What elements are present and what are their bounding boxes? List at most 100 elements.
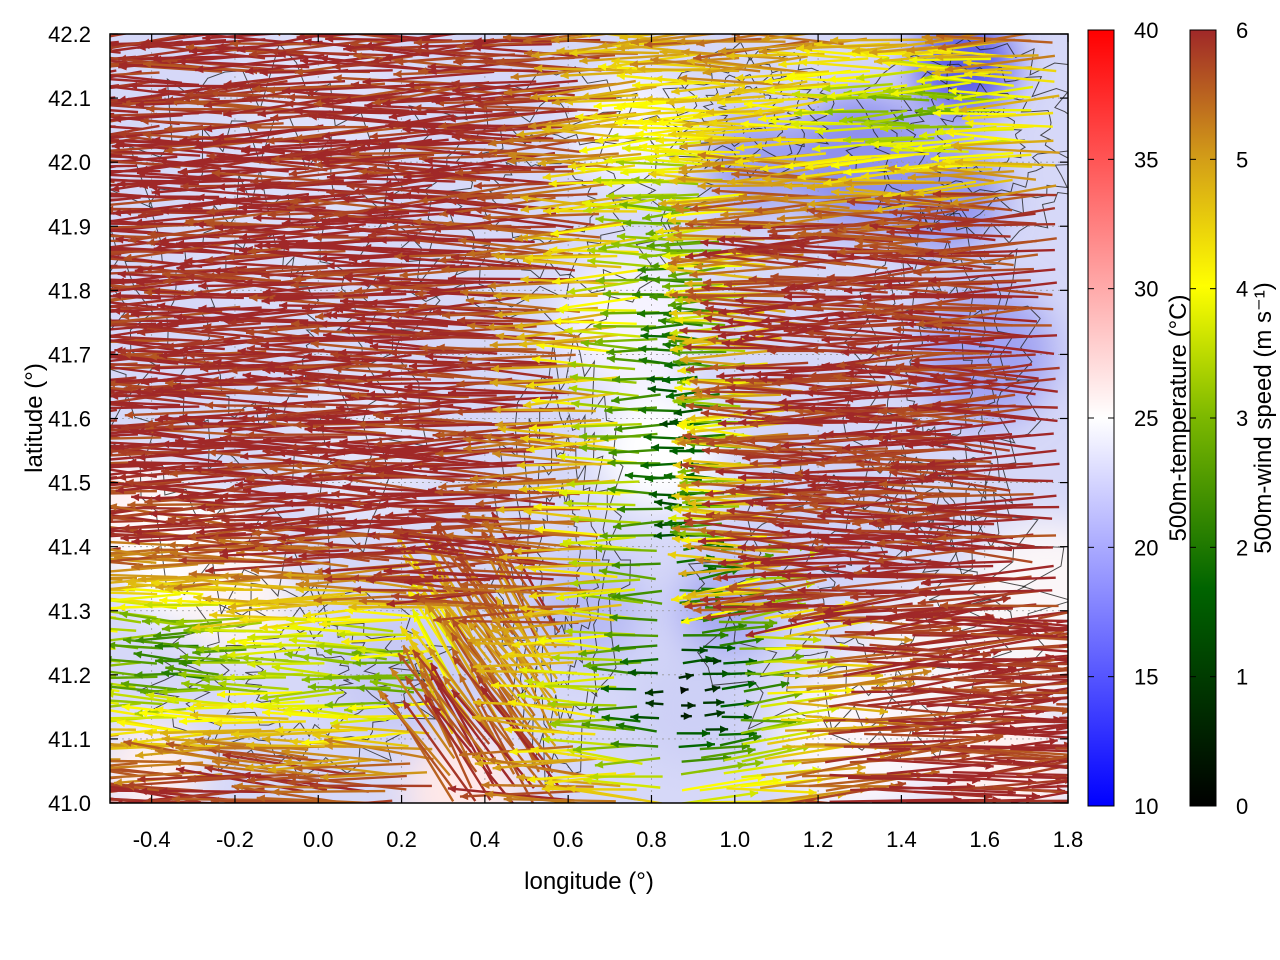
colorbar-tick-label: 20 <box>1134 535 1158 560</box>
wind-vector <box>247 633 324 641</box>
colorbar-tick-label: 25 <box>1134 406 1158 431</box>
contour-line <box>509 386 610 733</box>
wind-vector <box>110 433 138 437</box>
y-tick-label: 41.3 <box>48 599 91 624</box>
wind-vector <box>203 110 331 133</box>
wind-vector <box>222 290 349 299</box>
wind-vector <box>402 699 477 802</box>
wind-vector <box>248 39 371 58</box>
wind-vector <box>211 644 284 653</box>
wind-vector <box>110 253 122 256</box>
wind-vector <box>271 788 386 796</box>
wind-vector <box>312 732 409 748</box>
wind-vector <box>306 615 392 624</box>
wind-vector <box>110 133 157 142</box>
wind-vector <box>389 667 456 760</box>
wind-vector <box>110 405 200 410</box>
wind-vector <box>110 169 161 173</box>
wind-vector <box>110 577 123 582</box>
wind-vector <box>227 648 306 659</box>
wind-vector <box>222 700 305 711</box>
wind-vector <box>172 758 286 775</box>
wind-vector <box>185 386 309 398</box>
wind-vector <box>271 663 347 679</box>
wind-vector <box>839 15 948 29</box>
wind-vector <box>324 742 433 751</box>
wind-vector <box>110 436 162 440</box>
wind-vector <box>179 653 240 663</box>
wind-vector <box>281 84 413 95</box>
wind-vector <box>362 139 491 158</box>
wind-vector <box>192 658 262 667</box>
wind-vector <box>429 662 493 775</box>
wind-vector <box>110 124 160 136</box>
wind-vector <box>1054 656 1068 661</box>
wind-vector <box>110 278 222 293</box>
wind-vector <box>110 264 118 268</box>
wind-vector <box>189 711 289 721</box>
wind-vector <box>287 806 407 816</box>
wind-vector <box>362 70 495 86</box>
wind-vector <box>341 354 473 365</box>
wind-vector <box>878 13 991 25</box>
wind-vector <box>211 758 323 778</box>
x-tick-label: 0.8 <box>636 827 667 852</box>
wind-vector <box>110 508 139 515</box>
wind-vector <box>1056 784 1068 788</box>
wind-vector <box>110 690 180 705</box>
wind-vector <box>220 23 346 31</box>
wind-vector <box>264 386 386 396</box>
x-tick-label: 1.0 <box>719 827 750 852</box>
x-tick-label: -0.2 <box>216 827 254 852</box>
wind-vector <box>221 516 346 525</box>
wind-vector <box>120 680 178 691</box>
wind-vector <box>275 726 368 734</box>
wind-vector <box>287 774 407 787</box>
y-tick-label: 41.8 <box>48 278 91 303</box>
wind-vector <box>211 169 331 183</box>
wind-vector <box>364 334 494 346</box>
wind-vector <box>110 125 143 131</box>
wind-vector <box>336 447 469 465</box>
y-tick-label: 42.1 <box>48 86 91 111</box>
wind-vector <box>325 35 453 43</box>
wind-vector <box>373 560 495 579</box>
y-axis-label: latitude (°) <box>21 363 48 473</box>
y-tick-label: 41.5 <box>48 471 91 496</box>
colorbar-tick-label: 10 <box>1134 794 1158 819</box>
wind-vector <box>458 673 516 775</box>
y-tick-label: 41.4 <box>48 535 91 560</box>
wind-vectors <box>110 13 1068 816</box>
wind-vector <box>1057 632 1068 638</box>
wind-vector <box>279 301 410 310</box>
wind-vector <box>321 212 450 226</box>
wind-vector <box>110 516 116 520</box>
wind-vector <box>268 17 387 29</box>
wind-vector <box>432 705 515 803</box>
wind-vector <box>262 178 388 187</box>
wind-vector <box>226 602 325 616</box>
wind-vector <box>356 684 415 694</box>
wind-vector <box>382 365 512 378</box>
colorbar-tick-label: 40 <box>1134 18 1158 43</box>
wind-vector <box>294 107 427 116</box>
wind-vector <box>110 557 157 564</box>
colorbar-tick-label: 30 <box>1134 277 1158 302</box>
wind-vector <box>110 79 160 89</box>
wind-vector <box>110 351 164 357</box>
wind-vector <box>110 320 121 324</box>
wind-vector <box>242 771 369 793</box>
wind-vector <box>110 112 115 116</box>
wind-vector <box>154 747 266 765</box>
wind-vector <box>383 316 514 326</box>
wind-vector <box>137 773 262 784</box>
wind-vector <box>466 620 537 703</box>
y-tick-label: 41.2 <box>48 663 91 688</box>
wind-vector <box>1056 619 1068 624</box>
wind-vector <box>110 641 162 650</box>
wind-vector <box>1056 703 1068 706</box>
wind-vector <box>110 728 136 731</box>
wind-vector <box>282 457 413 478</box>
wind-vector <box>264 473 389 497</box>
